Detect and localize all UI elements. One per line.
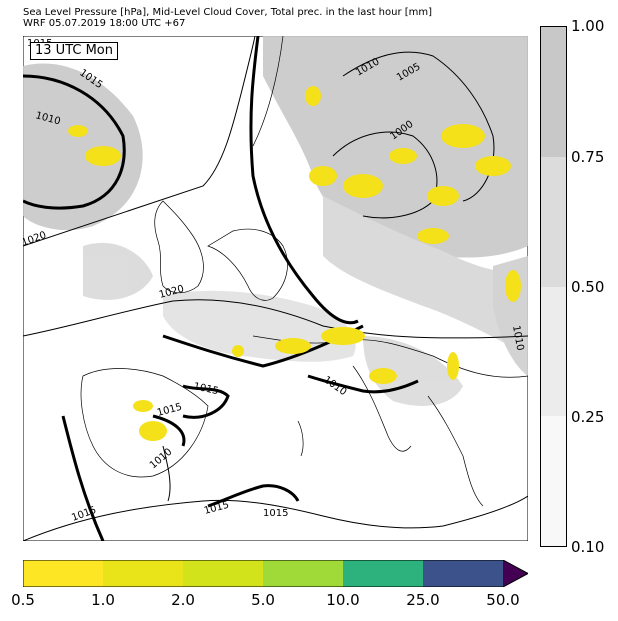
prec-bar-segment bbox=[423, 560, 503, 587]
prec-tick-label: 0.5 bbox=[11, 591, 35, 609]
precipitation-colorbar bbox=[23, 560, 528, 587]
pressure-label: 1015 bbox=[263, 508, 288, 519]
cloud-tick-label: 0.50 bbox=[571, 278, 605, 296]
precipitation-layer bbox=[68, 86, 521, 441]
prec-bar-segment bbox=[263, 560, 343, 587]
isobars bbox=[23, 36, 528, 541]
forecast-time-label: 13 UTC Mon bbox=[30, 42, 118, 60]
prec-bar-segment bbox=[23, 560, 103, 587]
prec-tick-label: 2.0 bbox=[171, 591, 195, 609]
prec-tick-label: 5.0 bbox=[251, 591, 275, 609]
pressure-label: 1010 bbox=[510, 325, 525, 352]
weather-map: 1015 1015 1010 1020 1010 1005 1000 1020 … bbox=[23, 36, 528, 541]
cloud-tick-label: 0.25 bbox=[571, 408, 605, 426]
prec-bar-arrow bbox=[503, 560, 528, 587]
prec-tick-label: 10.0 bbox=[326, 591, 360, 609]
map-subtitle: WRF 05.07.2019 18:00 UTC +67 bbox=[23, 18, 186, 29]
cloud-bar-segment bbox=[541, 416, 566, 546]
cloud-cover-colorbar bbox=[540, 26, 567, 547]
cloud-bar-segment bbox=[541, 27, 566, 157]
prec-bar-segment bbox=[343, 560, 423, 587]
prec-bar-segment bbox=[103, 560, 183, 587]
cloud-tick-label: 1.00 bbox=[571, 17, 605, 35]
prec-tick-label: 25.0 bbox=[406, 591, 440, 609]
prec-bar-segment bbox=[183, 560, 263, 587]
prec-tick-label: 50.0 bbox=[486, 591, 520, 609]
cloud-tick-label: 0.75 bbox=[571, 148, 605, 166]
prec-tick-label: 1.0 bbox=[91, 591, 115, 609]
cloud-tick-label: 0.10 bbox=[571, 538, 605, 556]
map-title: Sea Level Pressure [hPa], Mid-Level Clou… bbox=[23, 7, 433, 18]
pressure-label: 1015 bbox=[192, 381, 219, 397]
cloud-bar-segment bbox=[541, 286, 566, 417]
cloud-bar-segment bbox=[541, 156, 566, 287]
